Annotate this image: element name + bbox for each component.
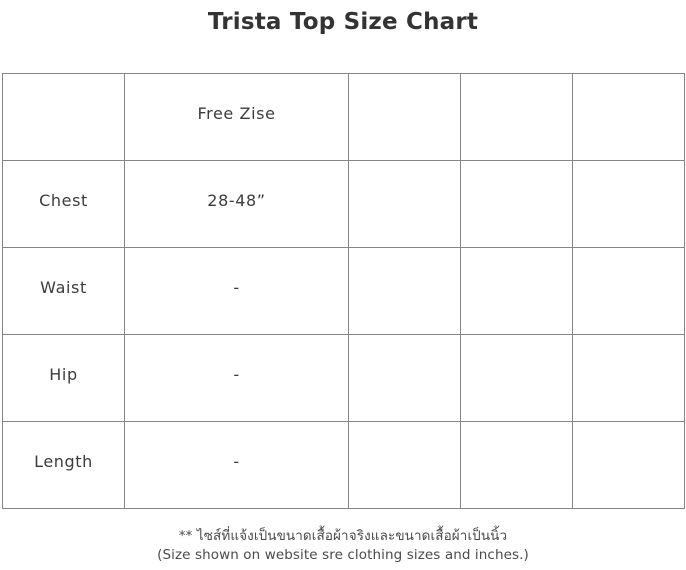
cell-length-blank-2 [460,421,573,509]
cell-waist-free-size: - [124,247,349,335]
cell-label-chest-text: Chest [39,191,88,210]
cell-chest-free-size-text: 28-48” [207,191,266,210]
size-chart-table: Free Zise Chest [2,73,685,509]
cell-header-free-size: Free Zise [124,73,349,161]
cell-label-length-text: Length [34,452,93,471]
table-row-header: Free Zise [2,73,685,161]
cell-hip-blank-2 [460,334,573,422]
cell-label-hip-text: Hip [49,365,78,384]
cell-header-blank-3 [572,73,685,161]
cell-label-waist: Waist [2,247,125,335]
table-row-hip: Hip - [2,334,685,422]
table-row-length: Length - [2,421,685,509]
cell-header-blank-2 [460,73,573,161]
footnote-thai-line: ** ไซส์ที่แจ้งเป็นขนาดเสื้อผ้าจริงและขนา… [178,528,508,544]
cell-hip-blank-1 [348,334,461,422]
table-row-chest: Chest 28-48” [2,160,685,248]
cell-length-blank-1 [348,421,461,509]
cell-label-length: Length [2,421,125,509]
cell-waist-blank-1 [348,247,461,335]
cell-hip-blank-3 [572,334,685,422]
cell-waist-blank-2 [460,247,573,335]
cell-header-blank-1 [348,73,461,161]
page-title: Trista Top Size Chart [207,9,479,35]
cell-chest-blank-1 [348,160,461,248]
cell-length-blank-3 [572,421,685,509]
footnote-english-line: (Size shown on website sre clothing size… [157,547,529,563]
cell-chest-blank-3 [572,160,685,248]
cell-label-hip: Hip [2,334,125,422]
cell-header-label [2,73,125,161]
footnote: ** ไซส์ที่แจ้งเป็นขนาดเสื้อผ้าจริงและขนา… [0,527,686,565]
cell-length-free-size: - [124,421,349,509]
cell-label-waist-text: Waist [40,278,87,297]
cell-hip-free-size-text: - [233,365,240,384]
size-table-container: Free Zise Chest [2,73,685,509]
cell-chest-free-size: 28-48” [124,160,349,248]
table-row-waist: Waist - [2,247,685,335]
cell-waist-blank-3 [572,247,685,335]
cell-label-chest: Chest [2,160,125,248]
cell-chest-blank-2 [460,160,573,248]
cell-hip-free-size: - [124,334,349,422]
cell-length-free-size-text: - [233,452,240,471]
cell-waist-free-size-text: - [233,278,240,297]
cell-header-free-size-text: Free Zise [197,104,276,123]
